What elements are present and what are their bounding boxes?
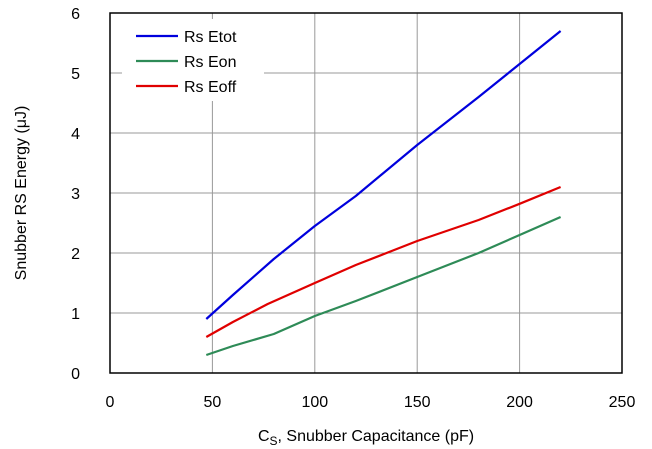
x-tick-label: 0 — [106, 394, 115, 411]
legend-label: Rs Eoff — [184, 79, 237, 96]
x-tick-label: 50 — [204, 394, 222, 411]
y-tick-label: 1 — [71, 306, 80, 323]
y-tick-label: 0 — [71, 366, 80, 383]
x-axis-label-subscript: S — [270, 434, 278, 448]
grid-lines — [110, 13, 622, 373]
series-line — [205, 185, 562, 338]
series-lines — [205, 30, 562, 357]
legend-label: Rs Etot — [184, 29, 237, 46]
y-tick-label: 5 — [71, 66, 80, 83]
y-tick-label: 4 — [71, 126, 80, 143]
x-axis-label-main: C — [258, 428, 270, 445]
x-tick-label: 250 — [609, 394, 636, 411]
y-tick-label: 3 — [71, 186, 80, 203]
x-tick-label: 100 — [301, 394, 328, 411]
y-tick-labels: 0 1 2 3 4 5 6 — [71, 6, 80, 383]
y-tick-label: 2 — [71, 246, 80, 263]
x-tick-label: 150 — [404, 394, 431, 411]
y-tick-label: 6 — [71, 6, 80, 23]
legend: Rs Etot Rs Eon Rs Eoff — [122, 19, 264, 101]
x-tick-label: 200 — [506, 394, 533, 411]
x-axis-label: CS, Snubber Capacitance (pF) — [258, 428, 474, 448]
series-line — [205, 215, 562, 357]
y-axis-label: Snubber RS Energy (μJ) — [13, 106, 30, 281]
legend-label: Rs Eon — [184, 54, 236, 71]
series-line — [205, 30, 562, 320]
plot-frame — [109, 12, 623, 374]
x-axis-label-rest: , Snubber Capacitance (pF) — [278, 428, 475, 445]
x-tick-labels: 0 50 100 150 200 250 — [106, 394, 636, 411]
